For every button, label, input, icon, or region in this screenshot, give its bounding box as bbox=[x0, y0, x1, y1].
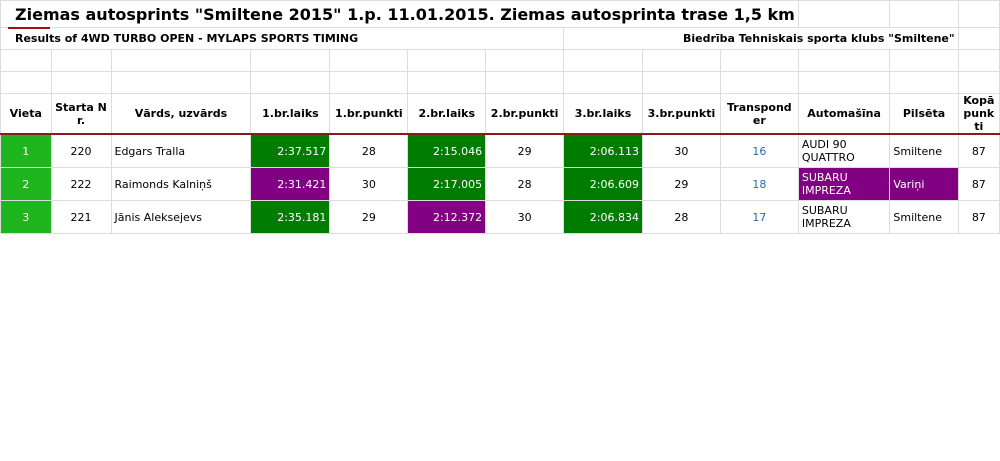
empty-cell bbox=[407, 49, 487, 72]
cell: 2:06.113 bbox=[563, 133, 643, 168]
cell: 221 bbox=[50, 200, 112, 234]
subtitle: Results of 4WD TURBO OPEN - MYLAPS SPORT… bbox=[0, 27, 565, 50]
cell: Smiltene bbox=[889, 200, 959, 234]
cell: 29 bbox=[485, 133, 565, 168]
cell: 2:31.421 bbox=[250, 167, 331, 201]
cell: 30 bbox=[485, 200, 565, 234]
empty-cell bbox=[957, 27, 1000, 50]
cell: 2:17.005 bbox=[407, 167, 487, 201]
empty-cell bbox=[0, 71, 52, 94]
cell: SUBARU IMPREZA bbox=[797, 200, 891, 234]
cell: 18 bbox=[719, 167, 799, 201]
cell: 28 bbox=[641, 200, 721, 234]
result-row: 3 221 Jānis Aleksejevs 2:35.181 29 2:12.372 … bbox=[0, 200, 1000, 234]
result-row: 1 220 Edgars Tralla 2:37.517 28 2:15.046 29 2… bbox=[0, 133, 1000, 168]
empty-cell bbox=[889, 0, 959, 28]
cell: 2:37.517 bbox=[250, 133, 331, 168]
empty-cell bbox=[485, 71, 565, 94]
column-header: Starta Nr. bbox=[50, 93, 112, 135]
column-header: Vieta bbox=[0, 93, 52, 135]
title-underline bbox=[8, 27, 50, 29]
cell: 28 bbox=[329, 133, 409, 168]
cell: Edgars Tralla bbox=[110, 133, 252, 168]
cell: 2 bbox=[0, 167, 52, 201]
cell: Jānis Aleksejevs bbox=[110, 200, 252, 234]
empty-cell bbox=[485, 49, 565, 72]
empty-cell bbox=[719, 71, 799, 94]
cell: 222 bbox=[50, 167, 112, 201]
empty-cell bbox=[50, 71, 112, 94]
cell: 29 bbox=[329, 200, 409, 234]
empty-cell bbox=[250, 49, 331, 72]
organizer: Biedrība Tehniskais sporta klubs "Smilte… bbox=[563, 27, 959, 50]
empty-cell bbox=[50, 49, 112, 72]
empty-cell bbox=[957, 71, 1000, 94]
cell: 220 bbox=[50, 133, 112, 168]
column-header: Kopā punkti bbox=[957, 93, 1000, 135]
cell: 2:12.372 bbox=[407, 200, 487, 234]
column-header: 2.br.laiks bbox=[407, 93, 487, 135]
cell: 28 bbox=[485, 167, 565, 201]
empty-cell bbox=[0, 49, 52, 72]
column-header: 3.br.punkti bbox=[641, 93, 721, 135]
cell: 87 bbox=[957, 133, 1000, 168]
column-header: Vārds, uzvārds bbox=[110, 93, 252, 135]
empty-cell bbox=[889, 71, 959, 94]
cell: 3 bbox=[0, 200, 52, 234]
cell: SUBARU IMPREZA bbox=[797, 167, 891, 201]
empty-cell bbox=[641, 71, 721, 94]
cell: 87 bbox=[957, 200, 1000, 234]
cell: 2:35.181 bbox=[250, 200, 331, 234]
result-row: 2 222 Raimonds Kalniņš 2:31.421 30 2:17.005 … bbox=[0, 167, 1000, 201]
empty-cell bbox=[957, 0, 1000, 28]
column-header: 2.br.punkti bbox=[485, 93, 565, 135]
column-header: Transponder bbox=[719, 93, 799, 135]
empty-cell bbox=[957, 49, 1000, 72]
results-sheet: Ziemas autosprints "Smiltene 2015" 1.p. … bbox=[0, 0, 1000, 234]
column-header: Pilsēta bbox=[889, 93, 959, 135]
empty-cell bbox=[563, 71, 643, 94]
empty-cell bbox=[563, 49, 643, 72]
empty-cell bbox=[641, 49, 721, 72]
empty-cell bbox=[250, 71, 331, 94]
cell: 17 bbox=[719, 200, 799, 234]
column-header: Automašīna bbox=[797, 93, 891, 135]
cell: Raimonds Kalniņš bbox=[110, 167, 252, 201]
empty-cell bbox=[889, 49, 959, 72]
empty-cell bbox=[797, 49, 891, 72]
empty-cell bbox=[797, 71, 891, 94]
empty-cell bbox=[329, 49, 409, 72]
header-row: Vieta Starta Nr. Vārds, uzvārds 1.br.laiks 1… bbox=[0, 93, 1000, 135]
cell: 29 bbox=[641, 167, 721, 201]
cell: 2:06.834 bbox=[563, 200, 643, 234]
column-header: 1.br.punkti bbox=[329, 93, 409, 135]
empty-cell bbox=[329, 71, 409, 94]
cell: 16 bbox=[719, 133, 799, 168]
cell: 2:06.609 bbox=[563, 167, 643, 201]
cell: 30 bbox=[329, 167, 409, 201]
column-header: 3.br.laiks bbox=[563, 93, 643, 135]
empty-cell bbox=[719, 49, 799, 72]
empty-cell bbox=[797, 0, 891, 28]
cell: 87 bbox=[957, 167, 1000, 201]
title: Ziemas autosprints "Smiltene 2015" 1.p. … bbox=[0, 0, 799, 28]
empty-cell bbox=[110, 71, 252, 94]
empty-cell bbox=[110, 49, 252, 72]
empty-cell bbox=[407, 71, 487, 94]
cell: 30 bbox=[641, 133, 721, 168]
column-header: 1.br.laiks bbox=[250, 93, 331, 135]
cell: Smiltene bbox=[889, 133, 959, 168]
cell: 1 bbox=[0, 133, 52, 168]
cell: 2:15.046 bbox=[407, 133, 487, 168]
cell: Variņi bbox=[889, 167, 959, 201]
cell: AUDI 90 QUATTRO bbox=[797, 133, 891, 168]
